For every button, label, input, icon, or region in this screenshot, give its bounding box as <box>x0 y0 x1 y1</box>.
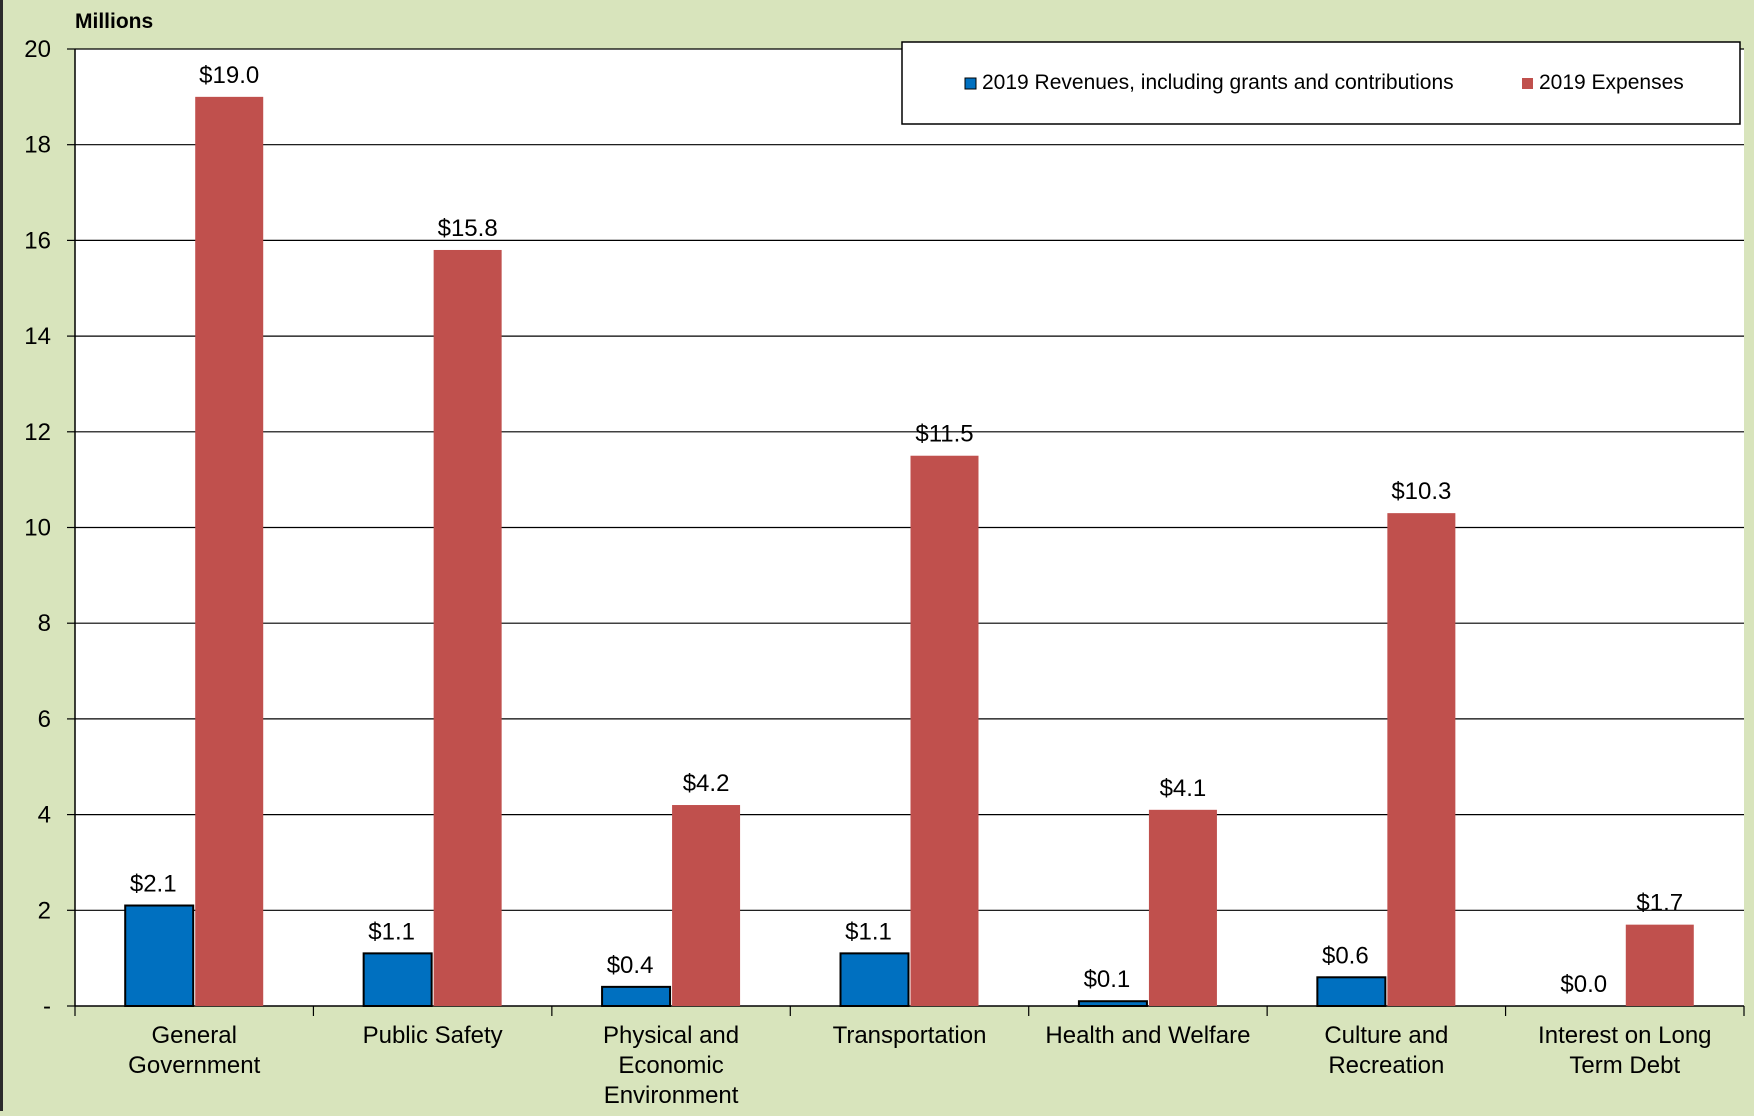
bar-expenses <box>910 455 979 1007</box>
data-label-expenses: $4.2 <box>683 770 730 797</box>
data-label-revenues: $0.4 <box>607 952 654 979</box>
x-tick-label: Transportation <box>833 1022 987 1049</box>
y-tick-label: 10 <box>24 515 51 542</box>
y-tick-label: 20 <box>24 36 51 63</box>
y-tick-label: 16 <box>24 227 51 254</box>
bar-expenses <box>672 805 741 1006</box>
x-tick-label: General Government <box>128 1022 260 1079</box>
legend-swatch <box>1522 78 1533 89</box>
x-tick-label: Interest on Long Term Debt <box>1538 1022 1711 1079</box>
bar-expenses <box>195 96 264 1007</box>
y-tick-label: 6 <box>38 706 51 733</box>
y-tick-label: - <box>43 993 51 1020</box>
data-label-expenses: $10.3 <box>1391 478 1451 505</box>
data-label-revenues: $2.1 <box>130 871 177 898</box>
data-label-revenues: $1.1 <box>368 918 415 945</box>
data-label-revenues: $1.1 <box>845 918 892 945</box>
data-label-revenues: $0.6 <box>1322 942 1369 969</box>
data-label-expenses: $19.0 <box>199 62 259 89</box>
x-tick-label: Public Safety <box>363 1022 503 1049</box>
data-label-expenses: $4.1 <box>1160 775 1207 802</box>
x-tick-label: Physical and Economic Environment <box>603 1022 739 1109</box>
bar-revenues <box>124 904 195 1008</box>
data-labels: $2.1 $19.0 $1.1 $15.8 $0.4 $4.2 $1.1 $11.5 $0.1 $… <box>130 62 1683 998</box>
y-tick-label: 14 <box>24 323 51 350</box>
y-tick-label: 8 <box>38 610 51 637</box>
x-tick-label: Health and Welfare <box>1045 1022 1250 1049</box>
bar-expenses <box>1387 513 1456 1006</box>
bar-expenses <box>433 249 502 1007</box>
y-tick-label: 18 <box>24 132 51 159</box>
x-tick-label: Culture and Recreation <box>1324 1022 1448 1079</box>
legend-label: 2019 Revenues, including grants and cont… <box>982 71 1454 94</box>
legend-swatch <box>964 77 977 90</box>
data-label-revenues: $0.0 <box>1560 971 1607 998</box>
y-tick-label: 12 <box>24 419 51 446</box>
bar-chart: - 2 4 6 8 10 12 14 16 18 20 General Government Publi… <box>24 10 1745 1109</box>
y-tick-label: 2 <box>38 897 51 924</box>
bar-revenues <box>1077 1000 1148 1008</box>
unit-label: Millions <box>75 10 153 33</box>
legend-label: 2019 Expenses <box>1539 71 1684 94</box>
data-label-expenses: $15.8 <box>438 215 498 242</box>
bar-revenues <box>601 985 672 1007</box>
y-tick-label: 4 <box>38 802 51 829</box>
bar-expenses <box>1625 924 1694 1006</box>
data-label-expenses: $1.7 <box>1636 890 1683 917</box>
data-label-revenues: $0.1 <box>1084 966 1131 993</box>
data-label-expenses: $11.5 <box>915 421 973 448</box>
bars <box>124 96 1694 1008</box>
bar-expenses <box>1148 809 1217 1006</box>
legend: 2019 Revenues, including grants and cont… <box>901 41 1741 125</box>
bar-revenues <box>1316 976 1387 1007</box>
bar-revenues <box>362 952 433 1007</box>
y-axis: - 2 4 6 8 10 12 14 16 18 20 <box>24 36 76 1020</box>
x-axis: General Government Public Safety Physical a… <box>74 1005 1745 1109</box>
legend-box <box>901 41 1741 125</box>
bar-revenues <box>839 952 910 1007</box>
